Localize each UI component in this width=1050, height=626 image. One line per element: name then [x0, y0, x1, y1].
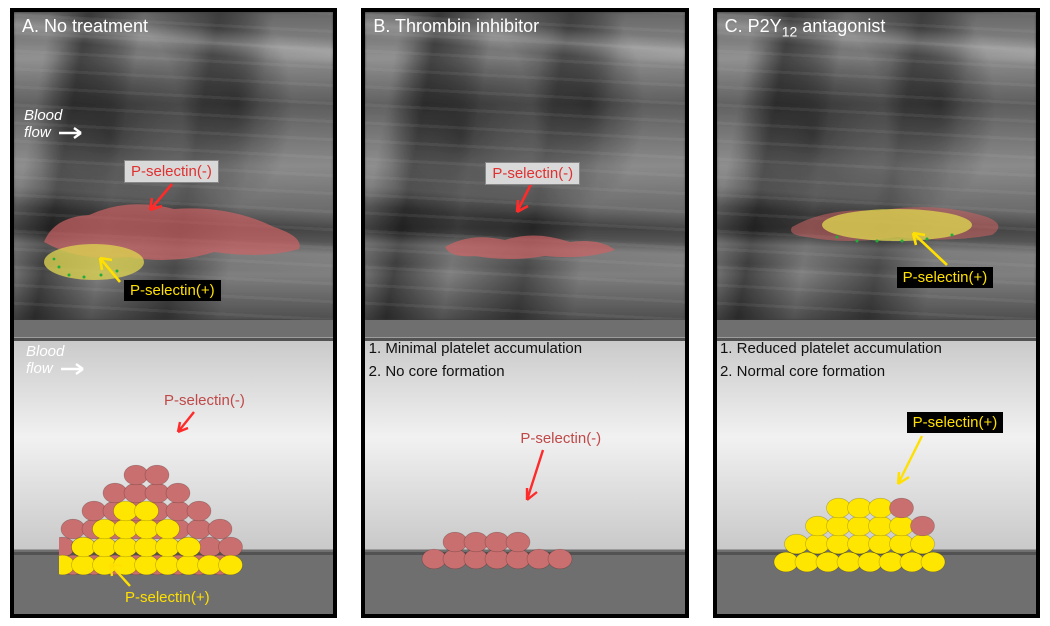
- obs-item: Normal core formation: [737, 361, 942, 384]
- flow-text: Bloodflow: [24, 107, 62, 141]
- observations-list: Reduced platelet accumulation Normal cor…: [737, 338, 942, 383]
- pselectin-pos-label: P-selectin(+): [124, 280, 221, 301]
- platelet-mound-b: [420, 503, 620, 573]
- arrow-red-icon: [144, 180, 184, 220]
- obs-item: Minimal platelet accumulation: [385, 338, 582, 361]
- pselectin-pos-label-bottom: P-selectin(+): [907, 412, 1004, 433]
- pselectin-overlay: [777, 187, 1017, 257]
- arrow-yellow-icon: [907, 227, 957, 271]
- pselectin-neg-label: P-selectin(-): [485, 162, 580, 185]
- panel-title: C. P2Y12 antagonist: [725, 16, 886, 40]
- subscript-12: 12: [782, 24, 798, 40]
- panel-b: B. Thrombin inhibitor P-selectin(-) Mini…: [361, 8, 688, 618]
- panel-a-micrograph: A. No treatment Bloodflow P-selectin(-) …: [14, 12, 333, 320]
- arrow-white-icon: [59, 127, 91, 139]
- panel-c: C. P2Y12 antagonist P-selectin(+) Reduce…: [713, 8, 1040, 618]
- panel-a-schematic: Bloodflow P-selectin(-) P-selectin(+): [14, 320, 333, 614]
- pselectin-neg-label: P-selectin(-): [124, 160, 219, 183]
- panel-b-micrograph: B. Thrombin inhibitor P-selectin(-): [365, 12, 684, 320]
- pselectin-pos-label-bottom: P-selectin(+): [119, 587, 216, 608]
- blood-flow-label: Bloodflow: [24, 108, 87, 141]
- panel-title: A. No treatment: [22, 16, 148, 37]
- blood-flow-label-bottom: Bloodflow: [26, 344, 89, 377]
- panel-c-schematic: Reduced platelet accumulation Normal cor…: [717, 320, 1036, 614]
- arrow-red-icon: [523, 448, 557, 508]
- pselectin-pos-label: P-selectin(+): [897, 267, 994, 288]
- obs-item: No core formation: [385, 361, 582, 384]
- panel-b-schematic: Minimal platelet accumulation No core fo…: [365, 320, 684, 614]
- panel-a: A. No treatment Bloodflow P-selectin(-) …: [10, 8, 337, 618]
- pselectin-neg-label-bottom: P-selectin(-): [520, 430, 601, 447]
- arrow-white-icon: [61, 363, 93, 375]
- obs-item: Reduced platelet accumulation: [737, 338, 942, 361]
- panel-c-micrograph: C. P2Y12 antagonist P-selectin(+): [717, 12, 1036, 320]
- flow-text: Bloodflow: [26, 343, 64, 377]
- vessel-wall-top: [14, 338, 333, 341]
- panel-title: B. Thrombin inhibitor: [373, 16, 539, 37]
- arrow-red-icon: [513, 182, 547, 220]
- pselectin-neg-label-bottom: P-selectin(-): [164, 392, 245, 409]
- pselectin-neg-overlay: [435, 212, 635, 272]
- platelet-mound-c: [772, 456, 1002, 576]
- arrow-yellow-icon: [892, 432, 932, 492]
- observations-list: Minimal platelet accumulation No core fo…: [385, 338, 582, 383]
- arrow-red-icon: [174, 410, 204, 440]
- arrow-yellow-icon: [104, 560, 138, 590]
